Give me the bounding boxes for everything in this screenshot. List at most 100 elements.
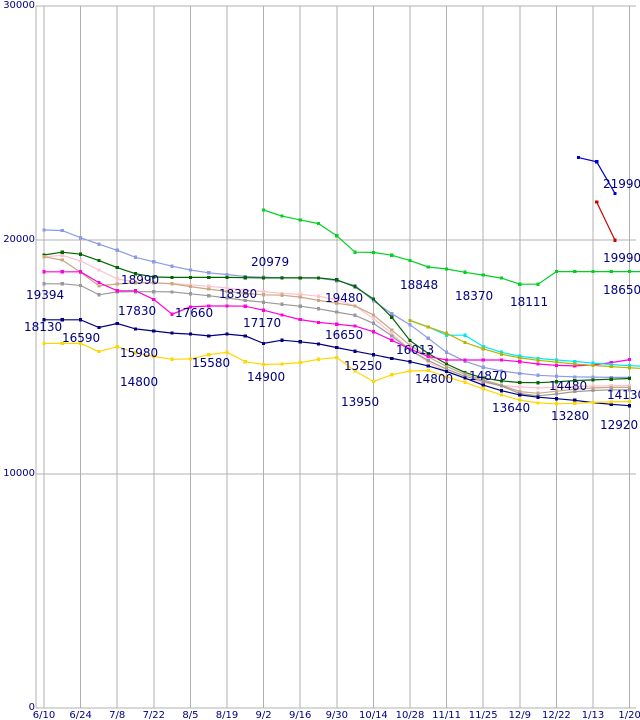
series-marker (536, 356, 540, 360)
series-marker (609, 400, 613, 404)
series-marker (463, 370, 467, 374)
series-marker (353, 250, 357, 254)
series-marker (262, 300, 266, 304)
series-marker (591, 378, 595, 382)
series-marker (591, 270, 595, 274)
series-marker (316, 307, 321, 311)
series-marker (225, 289, 229, 294)
series-marker (445, 267, 449, 271)
series-marker (335, 278, 339, 282)
series-marker (591, 361, 595, 365)
x-tick-label: 7/8 (109, 710, 126, 720)
series-marker (573, 270, 577, 274)
label-16650: 16650 (325, 328, 364, 342)
series-marker (188, 357, 192, 361)
series-marker (335, 346, 339, 350)
series-marker (408, 369, 412, 373)
series-marker (170, 264, 174, 268)
series-marker (445, 333, 449, 337)
series-marker (371, 299, 375, 303)
series-marker (573, 390, 577, 394)
series-marker (609, 365, 613, 369)
series-marker (499, 358, 504, 362)
series-marker (518, 385, 522, 389)
label-15580: 15580 (192, 356, 231, 370)
series-marker (298, 340, 302, 344)
series-marker (152, 260, 156, 264)
series-marker (408, 339, 412, 343)
series-marker (42, 341, 46, 345)
series-marker (481, 387, 485, 391)
series-marker (225, 350, 229, 354)
x-tick-label: 9/2 (255, 710, 272, 720)
x-tick-label: 10/28 (395, 710, 425, 720)
series-marker (595, 200, 599, 204)
series-marker (591, 400, 595, 404)
series-marker (225, 275, 229, 279)
series-marker (97, 281, 101, 285)
series-marker (481, 358, 485, 362)
label-18370: 18370 (455, 289, 494, 303)
series-marker (243, 334, 247, 338)
series-marker (628, 383, 632, 388)
series-marker (445, 364, 449, 368)
series-marker (225, 296, 229, 300)
x-tick-label: 11/25 (468, 710, 498, 720)
series-marker (408, 347, 412, 351)
label-18848: 18848 (400, 278, 439, 292)
series-marker (316, 342, 321, 346)
series-marker (133, 327, 138, 331)
series-marker (554, 389, 558, 393)
series-marker (316, 298, 321, 302)
series-marker (536, 362, 540, 366)
series-line (409, 319, 640, 367)
series-marker (499, 379, 504, 383)
y-origin-label: 0 (28, 702, 35, 713)
series-marker (188, 268, 192, 272)
series-marker (426, 369, 430, 373)
series-marker (576, 156, 580, 160)
series-marker (554, 358, 558, 362)
series-marker (97, 242, 101, 246)
series-marker (609, 361, 613, 365)
series-marker (60, 341, 64, 345)
series-lines (42, 156, 640, 408)
series-marker (591, 384, 595, 388)
series-marker (371, 321, 375, 325)
series-marker (463, 372, 467, 376)
series-marker (591, 386, 595, 390)
series-marker (298, 276, 302, 280)
series-marker (628, 270, 632, 274)
series-marker (426, 265, 430, 269)
series-marker (152, 297, 156, 301)
series-marker (115, 248, 119, 252)
label-17170: 17170 (243, 316, 282, 330)
label-17660: 17660 (175, 306, 214, 320)
series-marker (298, 361, 302, 365)
series-marker (243, 291, 247, 295)
series-marker (298, 218, 302, 222)
series-marker (628, 376, 632, 381)
series-marker (60, 250, 64, 254)
series-marker (316, 357, 321, 361)
series-marker (499, 369, 504, 373)
series-marker (133, 281, 138, 285)
series-marker (42, 255, 46, 259)
label-14480: 14480 (549, 379, 588, 393)
series-marker (115, 345, 119, 349)
series-marker (115, 266, 119, 270)
x-tick-label: 11/11 (432, 710, 461, 720)
series-marker (188, 285, 192, 289)
series-series-bright-green (262, 208, 640, 286)
series-marker (243, 276, 247, 280)
series-marker (591, 375, 595, 379)
series-marker (97, 350, 101, 354)
series-marker (298, 295, 302, 299)
series-marker (170, 290, 174, 294)
series-marker (518, 356, 522, 360)
series-marker (335, 298, 339, 302)
series-marker (390, 312, 394, 316)
series-marker (628, 385, 632, 389)
series-marker (42, 282, 46, 286)
